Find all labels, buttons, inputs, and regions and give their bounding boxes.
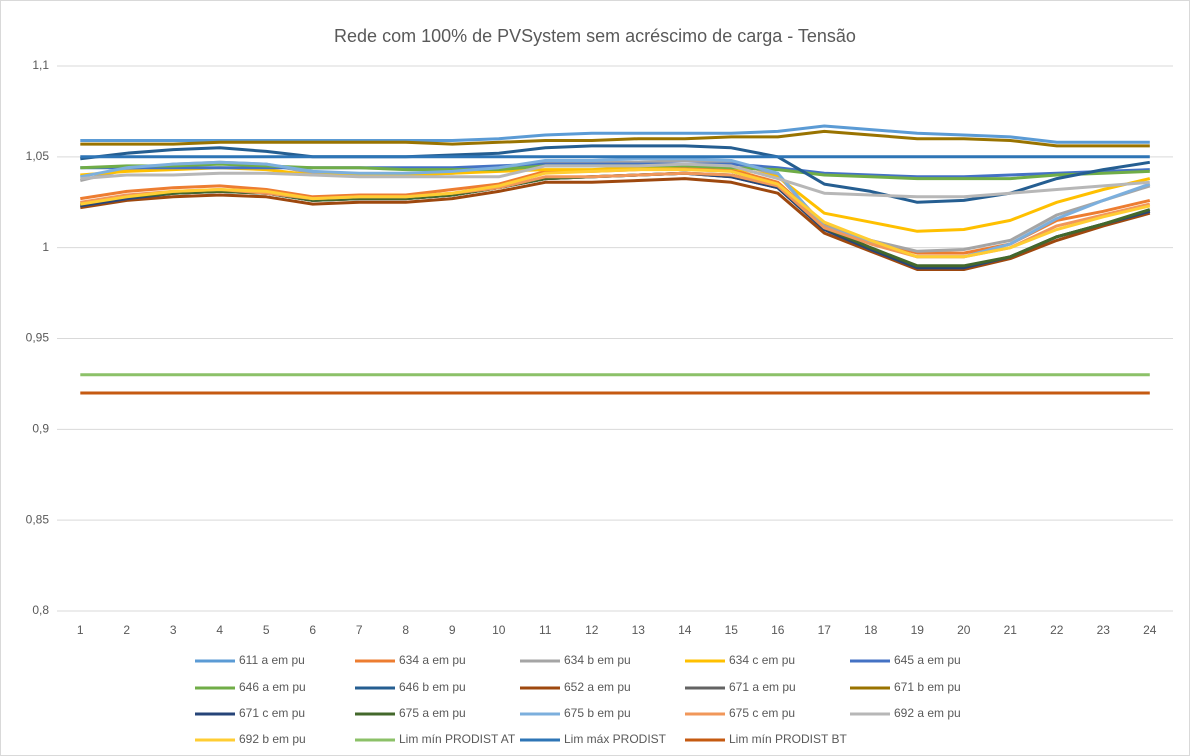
- legend-label: 634 c em pu: [729, 653, 795, 667]
- x-tick-label: 11: [539, 623, 552, 637]
- x-tick-label: 4: [216, 623, 223, 637]
- x-tick-label: 9: [449, 623, 456, 637]
- x-tick-label: 24: [1143, 623, 1157, 637]
- legend-label: 646 b em pu: [399, 680, 466, 694]
- x-tick-label: 6: [309, 623, 316, 637]
- y-tick-label: 0,95: [26, 331, 50, 345]
- series-line: [80, 162, 1150, 199]
- legend-label: 634 a em pu: [399, 653, 466, 667]
- series-line: [80, 129, 1150, 148]
- series-line: [80, 164, 1151, 233]
- legend-label: Lim mín PRODIST BT: [729, 732, 847, 746]
- x-tick-label: 8: [402, 623, 409, 637]
- x-tick-label: 21: [1004, 623, 1018, 637]
- legend-label: 671 a em pu: [729, 680, 796, 694]
- legend-label: 675 a em pu: [399, 706, 466, 720]
- legend-label: Lim máx PRODIST: [564, 732, 667, 746]
- legend-label: 611 a em pu: [239, 653, 305, 667]
- legend-label: 671 c em pu: [239, 706, 305, 720]
- x-tick-label: 23: [1097, 623, 1111, 637]
- x-tick-label: 3: [170, 623, 177, 637]
- y-tick-label: 0,85: [26, 512, 50, 526]
- series-line: [80, 177, 1151, 271]
- legend-label: 692 a em pu: [894, 706, 961, 720]
- x-tick-label: 7: [356, 623, 363, 637]
- x-tick-label: 14: [678, 623, 692, 637]
- legend-label: 675 b em pu: [564, 706, 631, 720]
- x-tick-label: 18: [864, 623, 878, 637]
- legend-label: 671 b em pu: [894, 680, 961, 694]
- legend-label: 652 a em pu: [564, 680, 631, 694]
- x-tick-label: 17: [818, 623, 832, 637]
- y-tick-label: 1,1: [32, 58, 49, 72]
- x-tick-label: 10: [492, 623, 506, 637]
- x-tick-label: 13: [632, 623, 646, 637]
- x-tick-label: 16: [771, 623, 785, 637]
- legend-label: 692 b em pu: [239, 732, 306, 746]
- legend-label: Lim mín PRODIST AT: [399, 732, 516, 746]
- x-tick-label: 12: [585, 623, 599, 637]
- series-line: [80, 124, 1150, 144]
- legend-label: 675 c em pu: [729, 706, 795, 720]
- x-tick-label: 2: [123, 623, 130, 637]
- x-tick-label: 19: [911, 623, 925, 637]
- x-tick-label: 5: [263, 623, 270, 637]
- x-tick-label: 22: [1050, 623, 1064, 637]
- y-tick-label: 1: [42, 240, 49, 254]
- legend-label: 645 a em pu: [894, 653, 961, 667]
- x-tick-label: 1: [77, 623, 84, 637]
- legend-label: 646 a em pu: [239, 680, 306, 694]
- series-line: [80, 168, 1151, 259]
- x-tick-label: 15: [725, 623, 739, 637]
- series-line: [80, 144, 1151, 204]
- y-tick-label: 0,9: [32, 422, 49, 436]
- legend-label: 634 b em pu: [564, 653, 631, 667]
- y-tick-label: 1,05: [26, 149, 50, 163]
- chart-title: Rede com 100% de PVSystem sem acréscimo …: [334, 26, 856, 46]
- x-tick-label: 20: [957, 623, 971, 637]
- series-line: [80, 162, 1150, 179]
- y-tick-label: 0,8: [32, 603, 49, 617]
